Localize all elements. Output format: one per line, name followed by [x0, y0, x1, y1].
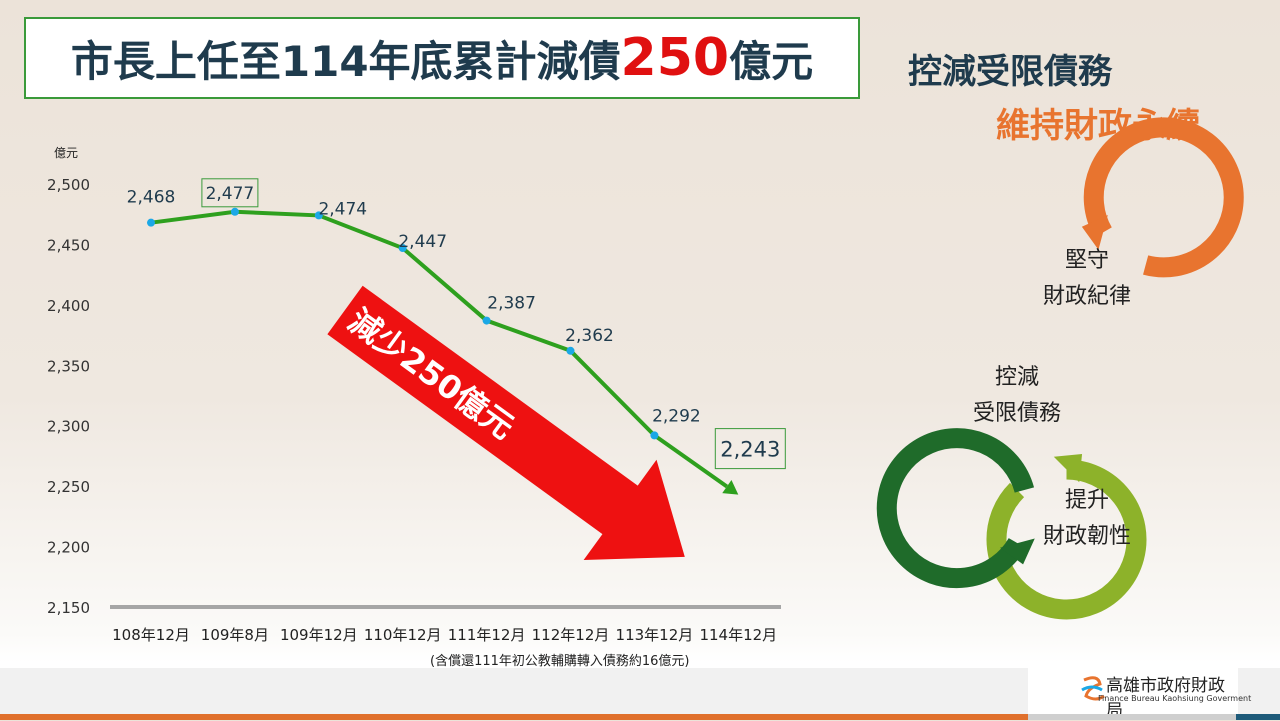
cycle-label-line1: 提升 — [1065, 488, 1109, 513]
arrow-shape — [327, 285, 685, 561]
data-label: 2,387 — [487, 294, 536, 314]
logo-subtitle: Finance Bureau Kaohsiung Goverment — [1098, 694, 1252, 703]
y-tick-label: 2,400 — [47, 297, 90, 315]
data-point — [314, 211, 323, 220]
x-tick-label: 108年12月 — [112, 626, 190, 644]
data-label-box — [714, 428, 786, 470]
x-tick-label: 111年12月 — [448, 626, 526, 644]
cycle-arc — [986, 459, 1147, 620]
series-line-end — [653, 433, 729, 489]
accent-bar-gray — [1028, 714, 1236, 720]
y-tick-label: 2,200 — [47, 539, 90, 557]
cycle-arrowhead — [1053, 453, 1083, 483]
title-text: 市長上任至114年底累計減債 — [70, 36, 621, 86]
cycle-arrowhead — [999, 538, 1035, 565]
title-highlight: 250 — [620, 28, 730, 88]
data-point — [650, 431, 659, 440]
cycle-arc — [876, 428, 1035, 589]
y-tick-label: 2,150 — [47, 599, 90, 617]
y-tick-label: 2,450 — [47, 236, 90, 254]
series-arrowhead — [722, 479, 739, 495]
cycle-arrowhead — [1081, 214, 1108, 250]
y-tick-label: 2,250 — [47, 478, 90, 496]
data-label: 2,474 — [318, 199, 367, 219]
y-axis-unit: 億元 — [54, 146, 78, 160]
accent-bar-blue — [1236, 714, 1280, 720]
cycle-label-line1: 控減 — [995, 365, 1039, 390]
cycle-arc — [1083, 117, 1244, 278]
x-tick-label: 112年12月 — [532, 626, 610, 644]
slogan-line1: 控減受限債務 — [908, 52, 1112, 92]
page-title: 市長上任至114年底累計減債 250 億元 — [24, 17, 860, 99]
x-tick-label: 114年12月 — [699, 626, 777, 644]
data-point — [398, 244, 407, 253]
y-tick-label: 2,500 — [47, 176, 90, 194]
cycle-label-line2: 受限債務 — [973, 401, 1061, 426]
logo-icon — [1081, 676, 1105, 701]
data-label: 2,468 — [127, 188, 176, 208]
data-label: 2,477 — [206, 184, 255, 204]
y-tick-label: 2,350 — [47, 357, 90, 375]
x-tick-label: 110年12月 — [364, 626, 442, 644]
x-tick-label: 109年12月 — [280, 626, 358, 644]
cycle-label-line2: 財政紀律 — [1043, 284, 1131, 309]
x-tick-label: 113年12月 — [616, 626, 694, 644]
data-label-box — [201, 178, 259, 208]
cycle-label-line2: 財政韌性 — [1043, 524, 1131, 549]
data-label: 2,243 — [720, 438, 780, 462]
data-label: 2,362 — [565, 326, 614, 346]
x-tick-label: 109年8月 — [201, 626, 269, 644]
data-label: 2,292 — [652, 406, 701, 426]
data-point — [482, 316, 491, 325]
title-suffix: 億元 — [729, 36, 814, 86]
y-tick-label: 2,300 — [47, 418, 90, 436]
data-label: 2,447 — [398, 232, 447, 252]
accent-bar-orange — [0, 714, 1028, 720]
logo: 高雄市政府財政局 Finance Bureau Kaohsiung Goverm… — [1028, 668, 1251, 721]
cycle-label-line1: 堅守 — [1065, 248, 1109, 273]
data-point — [147, 218, 155, 227]
footnote: (含償還111年初公教輔購轉入債務約16億元) — [430, 654, 690, 669]
data-point — [230, 207, 239, 216]
data-point — [566, 346, 575, 355]
